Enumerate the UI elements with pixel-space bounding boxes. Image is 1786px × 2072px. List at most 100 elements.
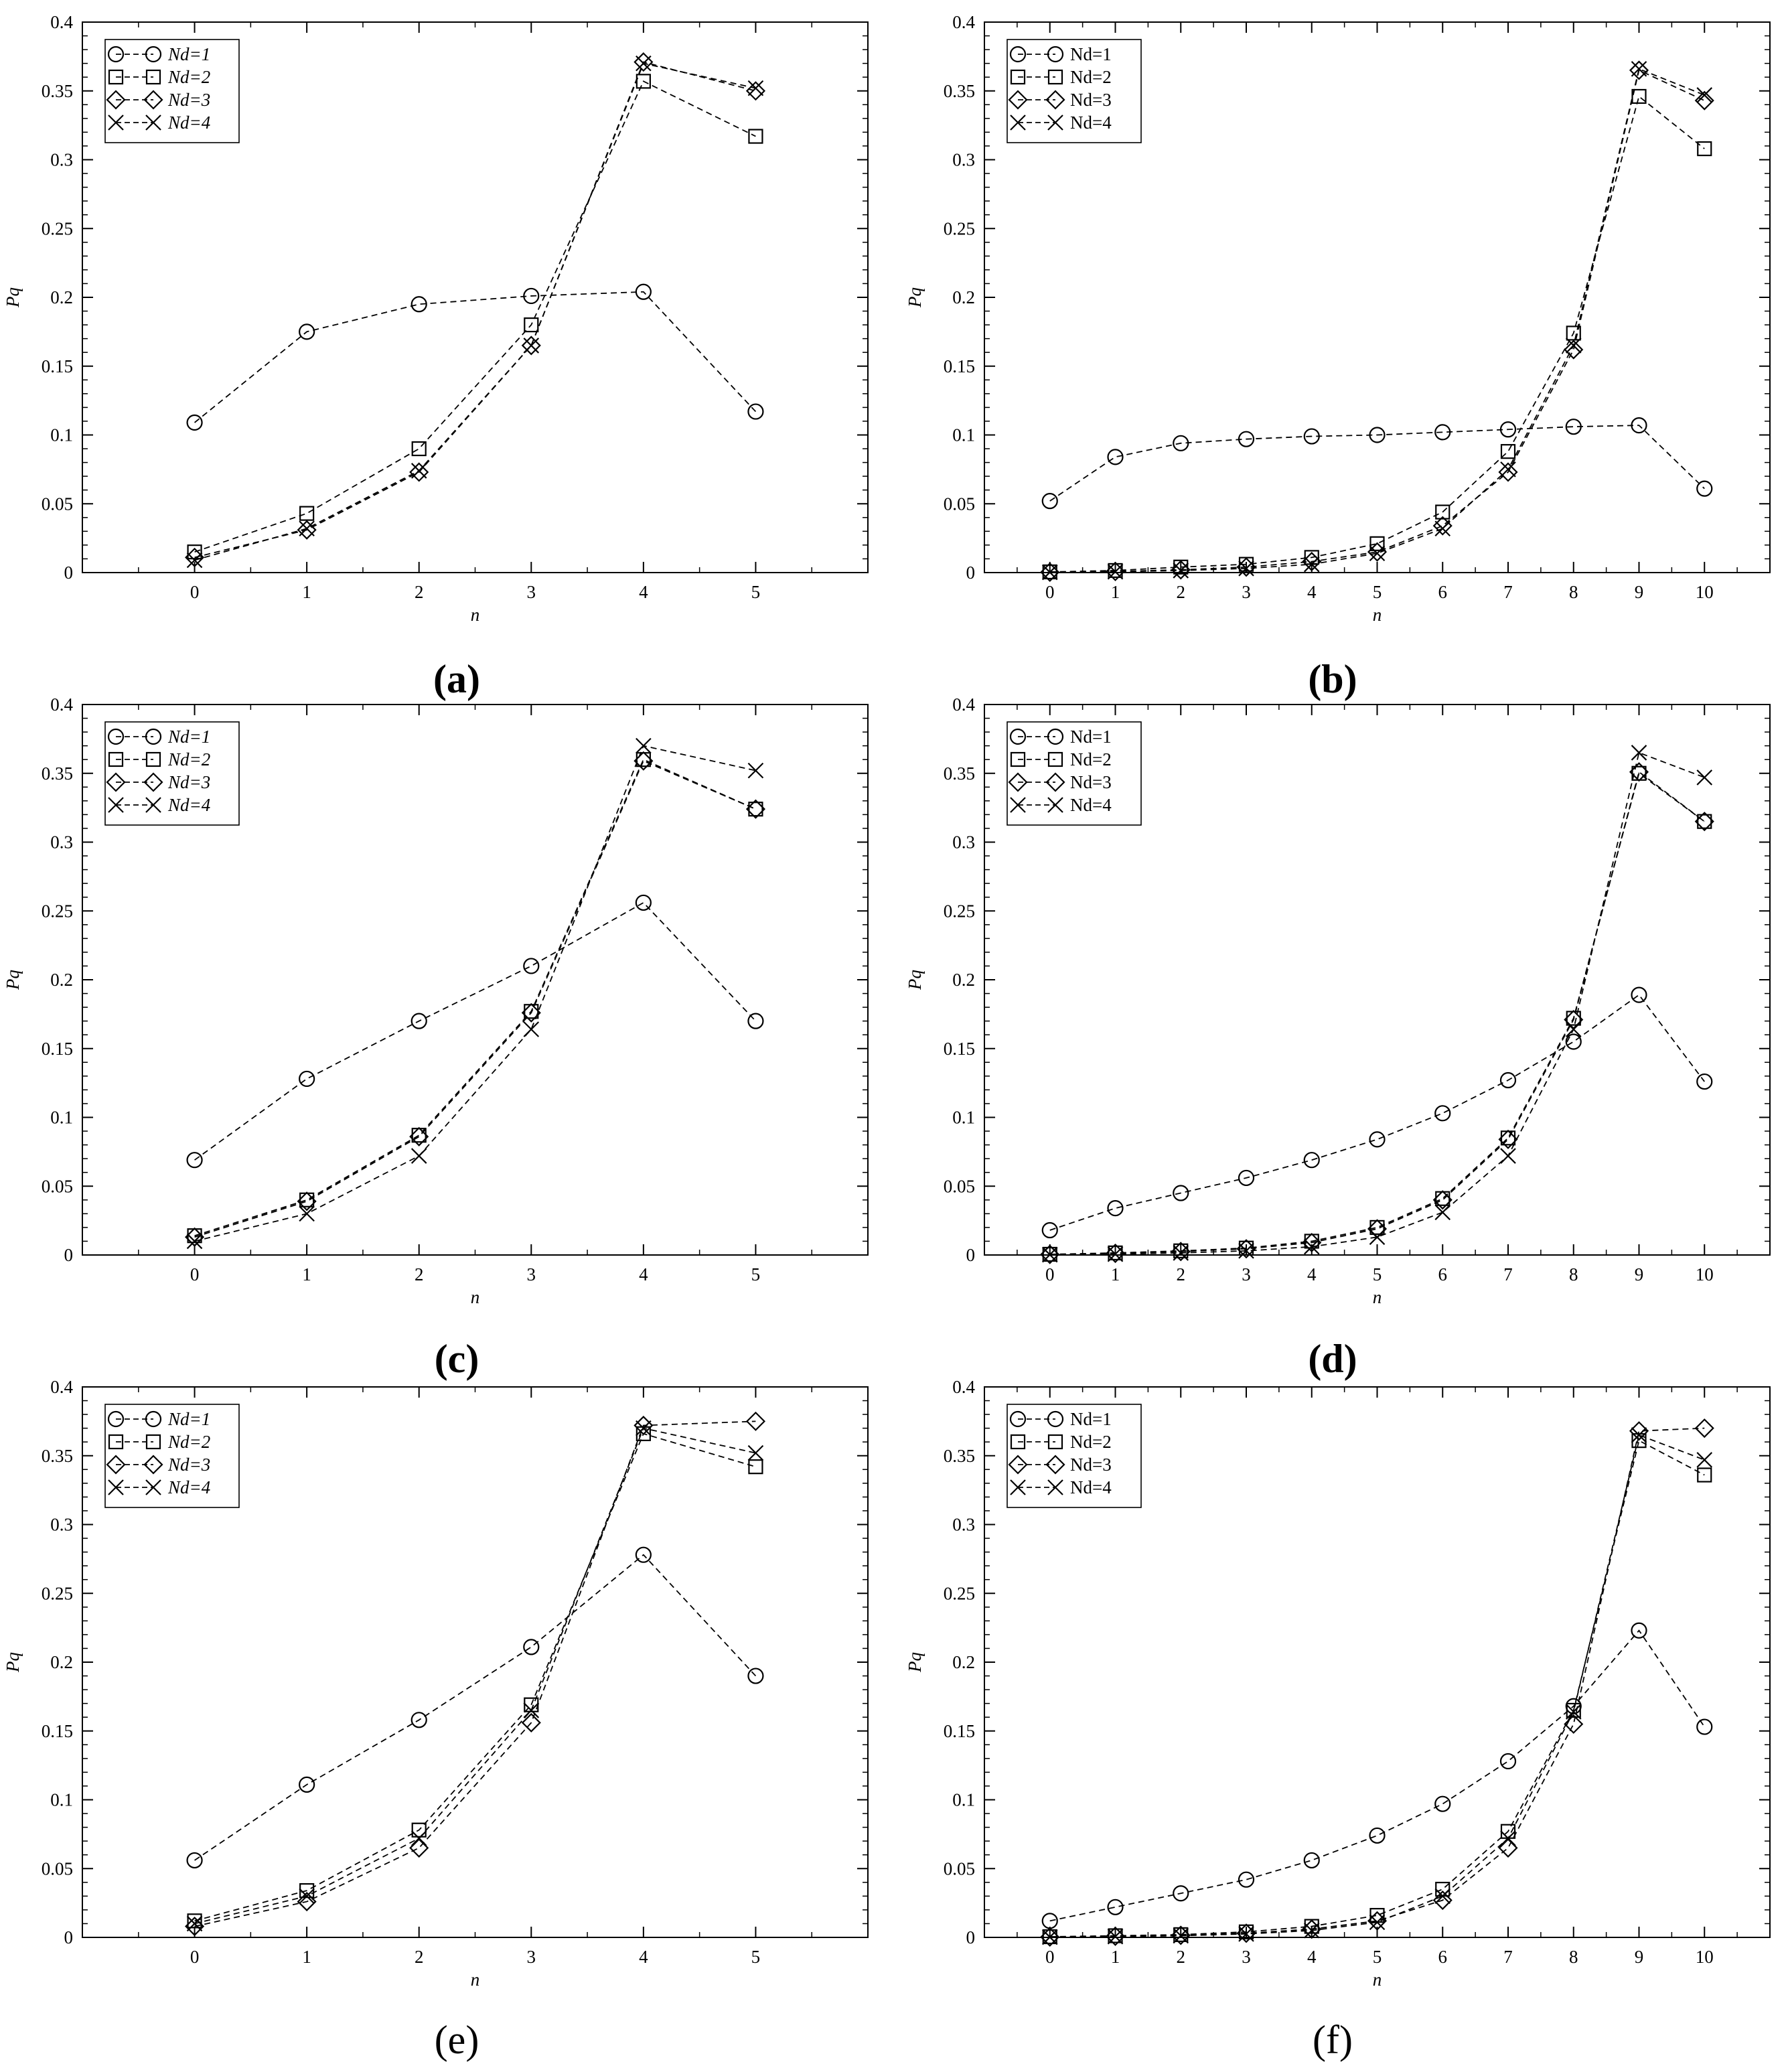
x-tick-label: 10 [1696, 1947, 1714, 1967]
data-point-x [1565, 1704, 1582, 1720]
x-axis-title: n [1373, 1970, 1382, 1990]
legend-marker-circle [1009, 1410, 1027, 1428]
x-tick-label: 5 [1373, 582, 1382, 602]
data-point-x [186, 1915, 203, 1932]
data-point-diamond [1629, 1421, 1649, 1441]
legend-marker-x [108, 115, 124, 131]
data-point-circle [1107, 1899, 1124, 1915]
data-point-circle [1041, 493, 1058, 510]
series-line [194, 759, 756, 1237]
chart-panel-d: 0 0.05 0.1 0.15 0.2 0.25 0.3 0.35 0.4 0 1 2 3 4 5 6 7 8 9 1… [905, 694, 1771, 1307]
series-line [1049, 751, 1705, 1256]
data-point-diamond [1498, 462, 1518, 482]
legend-marker-square [108, 1434, 124, 1450]
y-tick-label: 0.3 [952, 832, 975, 853]
legend-label: Nd=3 [1070, 90, 1112, 110]
x-tick-label: 9 [1635, 1947, 1644, 1967]
series-line [194, 62, 756, 561]
series-nd-1 [186, 894, 764, 1169]
data-point-circle [1303, 1852, 1320, 1869]
data-point-circle [635, 894, 652, 911]
y-tick-label: 0.2 [952, 287, 975, 307]
data-point-circle [1238, 1871, 1255, 1888]
y-tick-label: 0.25 [944, 1583, 975, 1603]
y-tick-label: 0.05 [944, 1858, 975, 1878]
data-point-x [1696, 769, 1713, 786]
panel-caption-f: (f) [1313, 2018, 1353, 2062]
y-tick-label: 0.25 [944, 218, 975, 238]
data-point-x [523, 1702, 540, 1718]
legend-entry: Nd=4 [1010, 1477, 1112, 1497]
data-point-square [1435, 504, 1450, 520]
legend-label: Nd=2 [1070, 1432, 1112, 1452]
data-point-circle [1499, 1753, 1517, 1770]
legend-box [104, 721, 240, 826]
y-tick-label: 0.35 [944, 763, 975, 784]
y-tick-label: 0.35 [944, 1446, 975, 1466]
legend-marker-square [108, 69, 124, 85]
data-point-square [187, 1913, 202, 1929]
y-tick-label: 0.4 [952, 1377, 975, 1397]
data-point-diamond [1432, 1890, 1453, 1911]
series-nd-3 [1040, 60, 1714, 582]
legend-label: Nd=2 [167, 67, 210, 87]
legend-marker-x [108, 1479, 124, 1495]
data-point-diamond [1105, 561, 1126, 581]
series-nd-3 [1040, 1418, 1714, 1947]
data-point-diamond [1367, 1911, 1388, 1931]
panel-caption-c: (c) [434, 1337, 479, 1381]
data-point-x [523, 1021, 540, 1037]
series-nd-3 [1040, 762, 1714, 1264]
y-tick-label: 0.35 [944, 81, 975, 101]
legend-marker-square [145, 69, 161, 85]
x-tick-label: 3 [1242, 1947, 1251, 1967]
series-line [194, 901, 757, 1161]
data-point-x [1565, 338, 1582, 354]
data-point-circle [635, 1546, 652, 1563]
series-line [194, 1427, 756, 1925]
data-point-square [1631, 1433, 1647, 1449]
data-point-circle [1303, 428, 1320, 445]
series-line [194, 61, 756, 559]
legend-label: Nd=3 [167, 90, 210, 110]
legend-marker-circle [145, 728, 162, 745]
data-point-circle [747, 1668, 764, 1684]
data-point-x [1041, 564, 1058, 581]
legend-marker-x [145, 1479, 161, 1495]
data-point-circle [411, 296, 427, 313]
data-point-circle [1696, 1718, 1713, 1735]
data-point-square [1500, 444, 1516, 459]
legend-marker-diamond [1008, 1455, 1028, 1475]
data-point-circle [523, 287, 540, 305]
legend-entry: Nd=3 [106, 90, 210, 110]
data-point-diamond [1432, 1190, 1453, 1210]
x-tick-label: 4 [639, 1947, 648, 1967]
x-tick-label: 0 [1045, 1264, 1055, 1284]
x-tick-label: 0 [190, 1264, 200, 1284]
legend-marker-diamond [1045, 1455, 1065, 1475]
y-tick-label: 0.15 [42, 356, 73, 376]
data-point-circle [1696, 480, 1713, 497]
data-point-x [1238, 1926, 1254, 1942]
data-point-circle [1499, 1071, 1517, 1089]
series-nd-3 [185, 52, 765, 567]
legend-label: Nd=3 [167, 772, 210, 792]
y-tick-label: 0.25 [42, 1583, 73, 1603]
data-point-diamond [521, 1003, 541, 1023]
series-line [1049, 68, 1705, 573]
data-point-circle [747, 1013, 764, 1029]
legend-marker-square [1010, 751, 1026, 767]
legend-label: Nd=1 [1070, 727, 1112, 747]
data-point-circle [1107, 449, 1124, 465]
legend-entry: Nd=2 [108, 749, 210, 769]
data-point-x [1434, 1204, 1451, 1221]
legend-entry: Nd=2 [1010, 1432, 1112, 1452]
y-tick-label: 0.1 [952, 1108, 975, 1128]
x-tick-label: 8 [1569, 1264, 1578, 1284]
x-tick-label: 1 [1111, 582, 1120, 602]
data-point-x [747, 762, 764, 779]
legend-marker-square [1047, 1434, 1063, 1450]
legend-marker-circle [107, 1410, 125, 1428]
y-tick-label: 0.2 [50, 287, 73, 307]
